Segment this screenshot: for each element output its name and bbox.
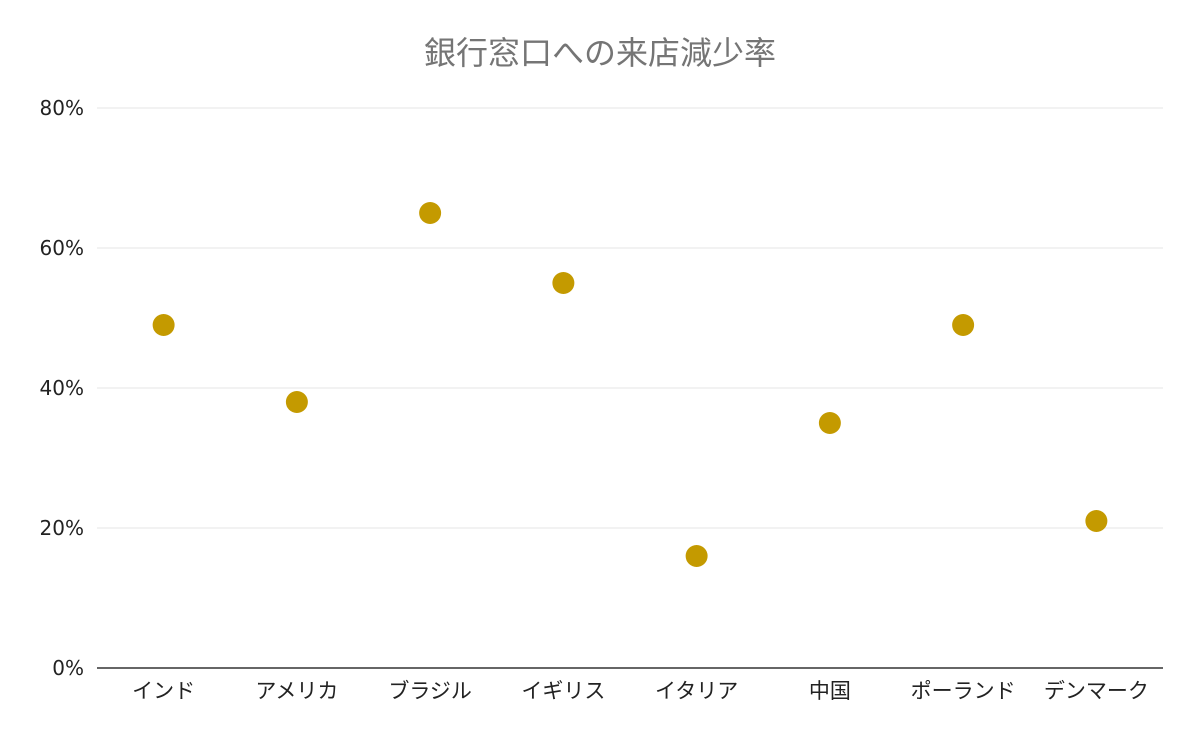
- x-tick-label: インド: [132, 679, 195, 703]
- x-tick-label: イタリア: [655, 679, 738, 703]
- x-tick-label: 中国: [809, 679, 851, 703]
- data-point[interactable]: [419, 202, 442, 224]
- x-tick-label: アメリカ: [255, 679, 338, 703]
- data-point[interactable]: [552, 272, 575, 294]
- data-point[interactable]: [952, 314, 975, 336]
- y-tick-label: 80%: [40, 96, 84, 120]
- y-tick-label: 40%: [40, 376, 84, 400]
- data-point[interactable]: [152, 314, 175, 336]
- y-tick-label: 60%: [40, 236, 84, 260]
- grid-layer: [97, 107, 1163, 529]
- x-tick-label: デンマーク: [1044, 679, 1149, 703]
- y-axis: 0% 20% 40% 60% 80%: [40, 96, 84, 680]
- chart-title: 銀行窓口への来店減少率: [423, 34, 776, 72]
- data-point[interactable]: [818, 412, 841, 434]
- x-axis: インド アメリカ ブラジル イギリス イタリア 中国 ポーランド デンマーク: [97, 667, 1163, 703]
- x-tick-label: ポーランド: [911, 679, 1016, 703]
- x-tick-label: ブラジル: [388, 679, 472, 703]
- data-point[interactable]: [1085, 510, 1108, 532]
- data-point[interactable]: [285, 391, 308, 413]
- y-tick-label: 0%: [52, 656, 84, 680]
- data-points: [152, 202, 1108, 567]
- y-tick-label: 20%: [40, 516, 84, 540]
- x-tick-label: イギリス: [521, 679, 605, 703]
- data-point[interactable]: [685, 545, 708, 567]
